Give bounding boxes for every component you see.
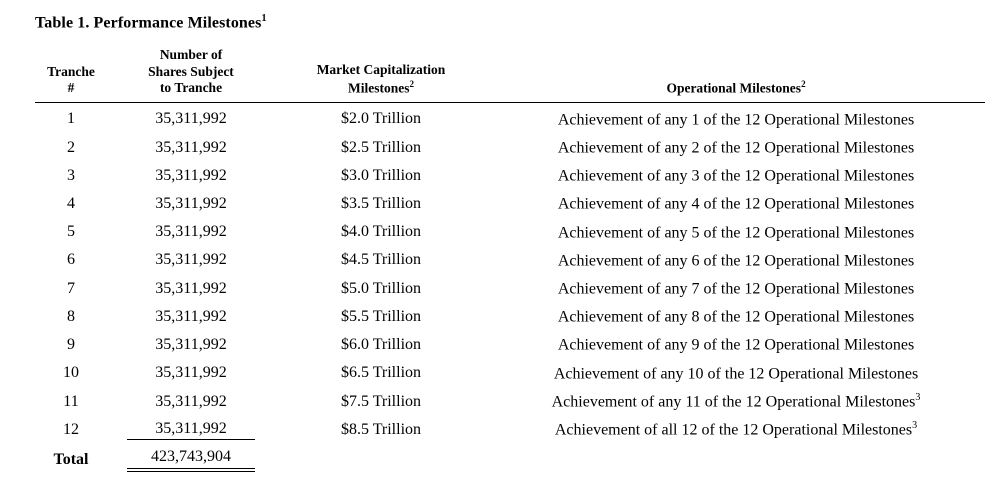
table-row: 1 35,311,992 $2.0 Trillion Achievement o…: [35, 102, 985, 134]
table-title-text: Table 1. Performance Milestones: [35, 14, 262, 32]
tranche-cell: 12: [63, 420, 79, 438]
document-page: Table 1. Performance Milestones1 Tranche…: [35, 13, 985, 476]
table-row: 12 35,311,992 $8.5 Trillion Achievement …: [35, 416, 985, 444]
shares-cell: 35,311,992: [155, 336, 227, 354]
operational-cell: Achievement of any 4 of the 12 Operation…: [557, 195, 915, 213]
header-tranche: Tranche #: [35, 47, 107, 103]
header-shares-line2: Shares Subject: [148, 63, 234, 79]
table-header: Tranche # Number of Shares Subject to Tr…: [35, 47, 985, 103]
tranche-cell: 3: [67, 166, 75, 184]
table-row: 9 35,311,992 $6.0 Trillion Achievement o…: [35, 331, 985, 359]
market-cap-cell: $4.5 Trillion: [340, 251, 422, 269]
operational-cell: Achievement of any 10 of the 12 Operatio…: [553, 365, 919, 383]
total-row: Total 423,743,904: [35, 444, 985, 476]
header-tranche-line2: #: [67, 80, 75, 96]
tranche-cell: 8: [67, 307, 75, 325]
header-shares-line3: to Tranche: [159, 80, 223, 96]
shares-cell: 35,311,992: [155, 223, 227, 241]
market-cap-cell: $6.0 Trillion: [340, 336, 422, 354]
shares-cell: 35,311,992: [155, 110, 227, 128]
row-footnote: 3: [915, 391, 921, 403]
total-market-cell-empty: [275, 444, 487, 476]
operational-cell: Achievement of any 11 of the 12 Operatio…: [551, 391, 921, 411]
header-row: Tranche # Number of Shares Subject to Tr…: [35, 47, 985, 103]
table-title-footnote: 1: [261, 13, 267, 24]
table-body: 1 35,311,992 $2.0 Trillion Achievement o…: [35, 102, 985, 444]
row-footnote: 3: [912, 420, 918, 432]
shares-cell: 35,311,992: [155, 279, 227, 297]
market-cap-cell: $2.5 Trillion: [340, 138, 422, 156]
header-market-cap: Market Capitalization Milestones2: [275, 47, 487, 103]
operational-cell: Achievement of any 8 of the 12 Operation…: [557, 308, 915, 326]
header-shares: Number of Shares Subject to Tranche: [107, 47, 275, 103]
operational-cell: Achievement of any 3 of the 12 Operation…: [557, 167, 915, 185]
market-cap-cell: $3.5 Trillion: [340, 195, 422, 213]
shares-cell: 35,311,992: [155, 195, 227, 213]
market-cap-cell: $5.0 Trillion: [340, 279, 422, 297]
shares-cell: 35,311,992: [155, 364, 227, 382]
table-row: 3 35,311,992 $3.0 Trillion Achievement o…: [35, 162, 985, 190]
tranche-cell: 10: [63, 364, 79, 382]
tranche-cell: 5: [67, 223, 75, 241]
market-cap-cell: $3.0 Trillion: [340, 166, 422, 184]
header-tranche-line1: Tranche: [47, 63, 95, 79]
table-title: Table 1. Performance Milestones1: [35, 13, 985, 32]
header-market-line2: Milestones2: [348, 78, 415, 96]
header-market-line1: Market Capitalization: [316, 62, 446, 78]
shares-cell: 35,311,992: [155, 307, 227, 325]
total-operational-cell-empty: [487, 444, 985, 476]
table-footer: Total 423,743,904: [35, 444, 985, 476]
operational-cell: Achievement of any 9 of the 12 Operation…: [557, 336, 915, 354]
shares-cell: 35,311,992: [155, 392, 227, 410]
table-row: 6 35,311,992 $4.5 Trillion Achievement o…: [35, 247, 985, 275]
header-operational-footnote: 2: [801, 78, 806, 89]
operational-cell: Achievement of any 5 of the 12 Operation…: [557, 223, 915, 241]
market-cap-cell: $6.5 Trillion: [340, 364, 422, 382]
tranche-cell: 11: [63, 392, 79, 410]
table-row: 5 35,311,992 $4.0 Trillion Achievement o…: [35, 219, 985, 247]
operational-cell: Achievement of any 7 of the 12 Operation…: [557, 280, 915, 298]
table-row: 11 35,311,992 $7.5 Trillion Achievement …: [35, 388, 985, 416]
tranche-cell: 4: [67, 195, 75, 213]
table-row: 10 35,311,992 $6.5 Trillion Achievement …: [35, 360, 985, 388]
market-cap-cell: $7.5 Trillion: [340, 392, 422, 410]
shares-cell: 35,311,992: [107, 416, 275, 444]
market-cap-cell: $2.0 Trillion: [340, 110, 422, 128]
operational-cell: Achievement of any 6 of the 12 Operation…: [557, 252, 915, 270]
table-row: 4 35,311,992 $3.5 Trillion Achievement o…: [35, 190, 985, 218]
total-label: Total: [53, 450, 89, 468]
operational-cell: Achievement of any 2 of the 12 Operation…: [557, 139, 915, 157]
operational-cell: Achievement of any 1 of the 12 Operation…: [557, 111, 915, 129]
total-shares-value: 423,743,904: [127, 448, 255, 472]
shares-cell: 35,311,992: [155, 166, 227, 184]
header-shares-line1: Number of: [159, 47, 223, 63]
operational-cell: Achievement of all 12 of the 12 Operatio…: [554, 420, 918, 439]
market-cap-cell: $5.5 Trillion: [340, 307, 422, 325]
performance-milestones-table: Tranche # Number of Shares Subject to Tr…: [35, 47, 985, 476]
table-row: 2 35,311,992 $2.5 Trillion Achievement o…: [35, 134, 985, 162]
tranche-cell: 2: [67, 138, 75, 156]
tranche-cell: 9: [67, 336, 75, 354]
market-cap-cell: $8.5 Trillion: [340, 420, 422, 438]
header-operational: Operational Milestones2: [487, 47, 985, 103]
shares-cell: 35,311,992: [155, 251, 227, 269]
tranche-cell: 1: [67, 110, 75, 128]
market-cap-cell: $4.0 Trillion: [340, 223, 422, 241]
tranche-cell: 6: [67, 251, 75, 269]
tranche-cell: 7: [67, 279, 75, 297]
header-market-footnote: 2: [409, 78, 415, 89]
total-shares-cell: 423,743,904: [107, 444, 275, 476]
table-row: 7 35,311,992 $5.0 Trillion Achievement o…: [35, 275, 985, 303]
shares-cell: 35,311,992: [155, 138, 227, 156]
table-row: 8 35,311,992 $5.5 Trillion Achievement o…: [35, 303, 985, 331]
